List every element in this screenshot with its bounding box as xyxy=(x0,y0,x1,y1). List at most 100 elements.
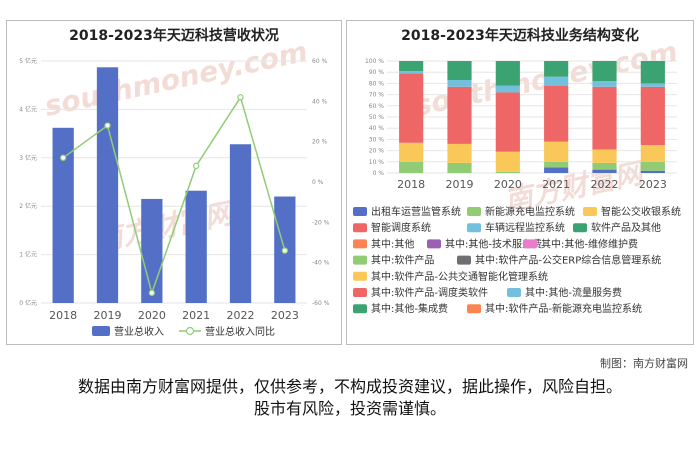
legend-label: 其中:其他-流量服务费 xyxy=(525,286,622,299)
x-tick-label: 2022 xyxy=(591,178,619,191)
legend-label: 出租车运营监管系统 xyxy=(371,205,461,218)
stack-segment xyxy=(592,81,617,87)
y-left-tick-label: 0 亿元 xyxy=(19,299,37,307)
legend-label: 其中:软件产品-新能源充电监控系统 xyxy=(485,302,642,315)
legend-swatch xyxy=(353,271,367,281)
yoy-point xyxy=(237,94,244,101)
stack-segment xyxy=(544,141,569,162)
y-right-tick-label: 0 % xyxy=(312,179,324,186)
disclaimer: 数据由南方财富网提供，仅供参考，不构成投资建议，据此操作，风险自担。 股市有风险… xyxy=(0,376,700,420)
yoy-point xyxy=(192,162,200,170)
stack-segment xyxy=(495,92,520,152)
stack-segment xyxy=(399,73,424,143)
legend-swatch xyxy=(427,239,441,249)
x-tick-label: 2023 xyxy=(639,178,667,191)
stack-segment xyxy=(399,61,424,72)
legend-label: 其中:其他-集成费 xyxy=(371,302,448,315)
legend-label: 其中:其他-技术服务费 xyxy=(445,237,542,250)
revenue-bar xyxy=(185,190,207,303)
stack-segment xyxy=(399,142,424,162)
stack-segment xyxy=(447,80,472,87)
legend-label-yoy: 营业总收入同比 xyxy=(205,325,275,338)
revenue-bar xyxy=(96,67,119,304)
stack-segment xyxy=(495,61,520,86)
y-tick-label: 30 % xyxy=(369,136,385,143)
legend-label: 其中:软件产品-公交ERP综合信息管理系统 xyxy=(475,254,661,267)
stack-segment xyxy=(447,86,472,144)
x-tick-label: 2023 xyxy=(271,309,299,322)
yoy-point xyxy=(148,289,156,297)
x-tick-label: 2020 xyxy=(138,309,166,322)
legend-swatch xyxy=(467,223,481,233)
stack-segment xyxy=(544,85,569,142)
y-right-tick-label: 20 % xyxy=(312,139,328,146)
legend-swatch xyxy=(353,255,367,265)
stack-segment xyxy=(592,86,617,150)
y-right-tick-label: -20 % xyxy=(312,219,330,226)
stack-segment xyxy=(640,145,665,162)
y-tick-label: 60 % xyxy=(369,103,385,110)
legend-swatch xyxy=(353,288,367,297)
x-tick-label: 2022 xyxy=(227,309,255,322)
y-tick-label: 80 % xyxy=(369,80,385,87)
y-left-tick-label: 1 亿元 xyxy=(19,251,37,259)
y-tick-label: 0 % xyxy=(373,170,385,177)
legend-marker-yoy xyxy=(185,326,195,336)
structure-chart-panel: 2018-2023年天迈科技业务结构变化 southmoney.com 南方财富… xyxy=(346,20,694,345)
stack-segment xyxy=(447,162,472,173)
legend-label: 智能调度系统 xyxy=(371,221,431,234)
legend-swatch xyxy=(523,239,537,249)
y-left-tick-label: 3 亿元 xyxy=(19,154,37,162)
stack-segment xyxy=(640,61,665,84)
stack-segment xyxy=(544,161,569,168)
legend-label: 其中:其他 xyxy=(371,237,414,250)
y-right-tick-label: -60 % xyxy=(312,300,330,307)
legend-swatch xyxy=(573,223,587,233)
stack-segment xyxy=(544,167,569,173)
stack-segment xyxy=(640,161,665,171)
yoy-point xyxy=(104,122,111,129)
revenue-bar xyxy=(141,198,163,303)
y-right-tick-label: 40 % xyxy=(312,98,328,105)
stack-segment xyxy=(544,76,569,86)
stack-segment xyxy=(592,61,617,82)
y-tick-label: 50 % xyxy=(369,114,385,121)
legend-label: 其中:软件产品 xyxy=(371,254,434,267)
stack-segment xyxy=(640,170,665,173)
revenue-chart-svg: southmoney.com 南方财富网 0 亿元1 亿元2 亿元3 亿元4 亿… xyxy=(19,35,330,338)
legend-label: 其中:软件产品-调度类软件 xyxy=(371,286,488,299)
legend-label: 软件产品及其他 xyxy=(591,221,661,234)
revenue-chart-panel: 2018-2023年天迈科技营收状况 southmoney.com 南方财富网 … xyxy=(6,20,342,345)
legend-label: 新能源充电监控系统 xyxy=(485,205,575,218)
yoy-point xyxy=(281,247,289,254)
stack-segment xyxy=(544,61,569,77)
revenue-chart-title: 2018-2023年天迈科技营收状况 xyxy=(69,28,279,44)
y-left-tick-label: 5 亿元 xyxy=(19,57,37,65)
legend-swatch xyxy=(583,207,597,216)
legend-swatch xyxy=(507,288,521,297)
legend-swatch xyxy=(353,304,367,314)
structure-chart-title: 2018-2023年天迈科技业务结构变化 xyxy=(401,28,639,44)
legend-swatch xyxy=(353,223,367,233)
y-left-tick-label: 4 亿元 xyxy=(19,105,37,113)
legend-label: 车辆远程监控系统 xyxy=(485,221,565,234)
stack-segment xyxy=(495,85,520,93)
legend-swatch xyxy=(467,207,481,216)
y-tick-label: 10 % xyxy=(369,159,385,166)
x-tick-label: 2018 xyxy=(49,309,77,322)
stack-segment xyxy=(592,169,617,173)
x-tick-label: 2020 xyxy=(494,178,522,191)
y-tick-label: 90 % xyxy=(369,69,385,76)
stack-segment xyxy=(495,171,520,173)
revenue-bar xyxy=(52,127,74,304)
y-tick-label: 20 % xyxy=(369,148,385,155)
stack-segment xyxy=(640,83,665,87)
x-tick-label: 2018 xyxy=(397,178,425,191)
stack-segment xyxy=(495,151,520,172)
legend-swatch xyxy=(353,207,367,216)
x-tick-label: 2019 xyxy=(94,309,122,322)
stack-segment xyxy=(399,161,424,173)
legend-label-revenue: 营业总收入 xyxy=(114,325,164,338)
yoy-line xyxy=(62,95,286,296)
revenue-bar xyxy=(229,144,252,303)
